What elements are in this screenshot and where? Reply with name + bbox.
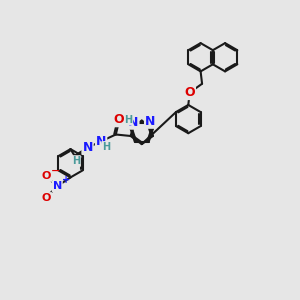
Text: O: O [113,113,124,126]
Text: O: O [42,193,51,203]
Text: O: O [42,171,51,181]
Text: H: H [72,156,80,166]
Text: N: N [82,141,93,154]
Text: H: H [102,142,110,152]
Text: N: N [52,181,62,191]
Text: +: + [62,175,70,185]
Text: N: N [128,116,139,129]
Text: −: − [50,166,60,176]
Text: O: O [184,86,195,99]
Text: N: N [96,135,106,148]
Text: H: H [124,115,132,125]
Text: N: N [145,115,155,128]
